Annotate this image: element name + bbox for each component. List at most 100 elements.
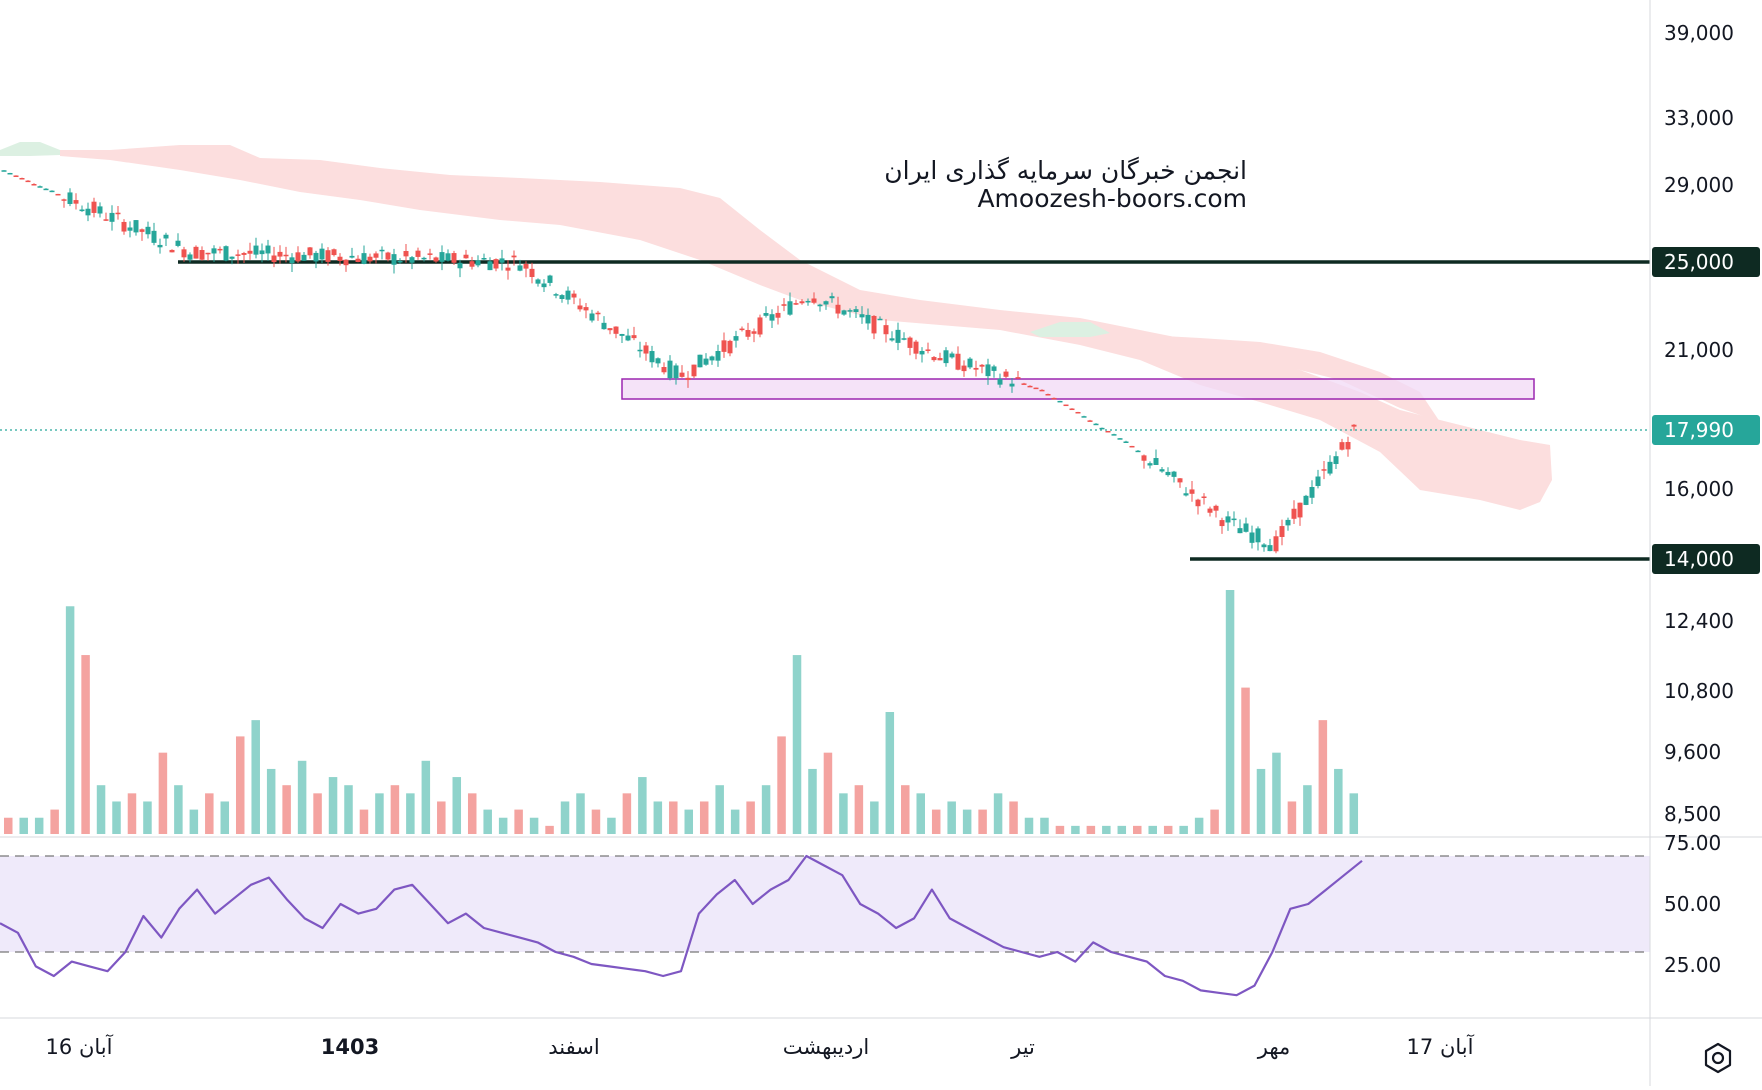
candle-body xyxy=(505,267,511,271)
price-axis[interactable]: 39,000 33,000 29,000 25,000 21,000 17,99… xyxy=(1652,21,1760,826)
candle-body xyxy=(871,315,877,334)
candle-body xyxy=(277,251,283,257)
price-label-14000: 14,000 xyxy=(1664,547,1734,571)
candle-body xyxy=(931,357,937,361)
candle-body xyxy=(1243,523,1249,532)
volume-bar xyxy=(1086,825,1096,834)
ichimoku-cloud xyxy=(0,142,1552,510)
candle-body xyxy=(97,206,103,214)
rsi-axis[interactable]: 75.00 50.00 25.00 xyxy=(1664,831,1721,977)
candle-body xyxy=(175,240,181,246)
price-label-25000: 25,000 xyxy=(1664,250,1734,274)
watermark-url: Amoozesh-boors.com xyxy=(977,184,1247,213)
volume-bar xyxy=(808,768,817,834)
volume-bar xyxy=(591,809,601,834)
volume-bar xyxy=(823,752,833,834)
candle-body xyxy=(613,326,619,334)
candlestick-series xyxy=(1,170,1357,554)
candle-body xyxy=(469,261,475,267)
candle-body xyxy=(571,293,577,298)
last-price-label: 17,990 xyxy=(1664,418,1734,442)
candle-body xyxy=(337,256,343,261)
volume-bar xyxy=(297,760,307,834)
volume-bar xyxy=(560,801,570,834)
candle-body xyxy=(739,328,745,331)
candle-body xyxy=(235,254,241,256)
candle-body xyxy=(1015,377,1021,379)
volume-bar xyxy=(50,809,59,834)
candle-body xyxy=(523,263,529,269)
candle-body xyxy=(1135,450,1141,453)
volume-bar xyxy=(189,809,199,834)
candle-body xyxy=(73,200,79,204)
support-zone[interactable] xyxy=(621,378,1535,400)
candle-body xyxy=(7,172,13,175)
rsi-tick: 25.00 xyxy=(1664,953,1721,977)
candle-body xyxy=(1057,400,1063,403)
volume-bar xyxy=(1024,817,1034,834)
volume-bar xyxy=(1349,793,1359,834)
candle-body xyxy=(325,250,331,262)
candle-body xyxy=(253,245,259,255)
candle-body xyxy=(181,249,187,258)
candle-body xyxy=(1099,427,1105,430)
time-label: 17 آبان xyxy=(1407,1034,1475,1059)
candle-body xyxy=(433,257,439,262)
price-tick: 12,400 xyxy=(1664,609,1734,633)
cloud-bull-segment xyxy=(0,142,60,156)
volume-bar xyxy=(1303,785,1312,834)
volume-bar xyxy=(870,801,879,834)
candle-body xyxy=(61,199,67,201)
candle-body xyxy=(1009,383,1015,387)
volume-bar xyxy=(1194,817,1204,834)
time-axis[interactable]: 16 آبان 1403 اسفند اردیبهشت تیر مهر 17 آ… xyxy=(46,1034,1475,1059)
candle-body xyxy=(709,356,715,361)
volume-bar xyxy=(313,793,322,834)
volume-bar xyxy=(916,793,925,834)
candle-body xyxy=(1261,544,1267,548)
volume-bar xyxy=(96,785,106,834)
candle-body xyxy=(475,260,481,266)
candle-body xyxy=(793,303,799,305)
candle-body xyxy=(721,340,727,352)
price-tick: 16,000 xyxy=(1664,477,1734,501)
volume-bar xyxy=(266,768,276,834)
volume-bar xyxy=(1225,590,1235,834)
candle-body xyxy=(1249,532,1255,543)
volume-bar xyxy=(962,809,972,834)
candle-body xyxy=(1111,434,1117,436)
candle-body xyxy=(445,253,451,261)
candle-body xyxy=(133,220,139,233)
candle-body xyxy=(787,301,793,315)
price-tick: 8,500 xyxy=(1664,802,1721,826)
candle-body xyxy=(85,208,91,216)
candle-body xyxy=(979,364,985,367)
candle-body xyxy=(1171,471,1177,477)
candle-body xyxy=(271,255,277,263)
gear-icon xyxy=(1704,1042,1732,1074)
candle-body xyxy=(1255,528,1261,543)
volume-bar xyxy=(761,785,771,834)
candle-body xyxy=(421,257,427,260)
candle-body xyxy=(463,254,469,259)
volume-bar xyxy=(607,817,616,834)
rsi-tick: 50.00 xyxy=(1664,892,1721,916)
candle-body xyxy=(127,227,133,231)
rsi-band xyxy=(0,856,1650,952)
candle-body xyxy=(1117,438,1123,440)
cloud-bear-segment xyxy=(60,145,1552,510)
candle-body xyxy=(211,248,217,254)
time-label: تیر xyxy=(1010,1035,1035,1059)
volume-bar xyxy=(684,809,694,834)
candle-body xyxy=(1309,487,1315,498)
candle-body xyxy=(781,304,787,306)
rsi-tick: 75.00 xyxy=(1664,831,1721,855)
candle-body xyxy=(13,175,19,177)
volume-bar xyxy=(467,793,477,834)
candle-body xyxy=(829,296,835,299)
candle-body xyxy=(1231,518,1237,521)
chart-settings-button[interactable] xyxy=(1700,1040,1736,1076)
candle-body xyxy=(1081,416,1087,418)
candle-body xyxy=(985,364,991,377)
